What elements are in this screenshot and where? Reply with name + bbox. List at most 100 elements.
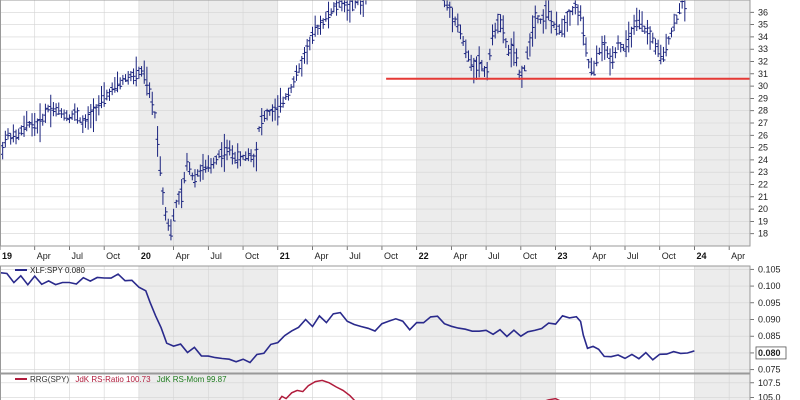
price-bar: [219, 142, 224, 168]
price-bar: [187, 161, 192, 175]
price-bar: [310, 26, 315, 44]
x-tick-label: Oct: [523, 251, 538, 261]
date-axis: 19 Apr Jul Oct 20 Apr Jul Oct 21 Apr Jul Oct 22 Apr Ju…: [0, 246, 745, 261]
price-bar: [653, 38, 658, 55]
price-bar: [259, 108, 264, 136]
price-bar: [613, 47, 618, 59]
price-bar: [88, 104, 93, 129]
x-tick-label: Apr: [731, 251, 745, 261]
y-tick-label: 24: [758, 155, 768, 165]
price-bar: [469, 54, 474, 71]
y-tick-label: 0.085: [758, 331, 781, 341]
price-bar: [32, 112, 37, 136]
price-bar: [664, 33, 669, 57]
price-bar: [445, 0, 450, 11]
price-bar: [152, 111, 157, 119]
price-bar: [463, 39, 468, 59]
price-bar: [605, 46, 610, 58]
y-tick-label: 25: [758, 143, 768, 153]
price-bar: [203, 159, 208, 173]
y-tick-label: 35: [758, 20, 768, 30]
x-tick-label: 23: [558, 251, 568, 261]
y-tick-label: 32: [758, 57, 768, 67]
price-bar: [581, 16, 586, 46]
price-y-axis: 18 19 20 21 22 23 24 25 26 27 28 29 30 31 32 33 34 35 36: [750, 7, 768, 239]
y-tick-label: 33: [758, 44, 768, 54]
price-bar: [294, 65, 299, 81]
price-bar: [565, 10, 570, 32]
price-bar: [27, 120, 32, 128]
price-bar: [265, 108, 270, 121]
price-bar: [257, 126, 262, 132]
price-bar: [48, 94, 53, 128]
price-bar: [102, 82, 107, 107]
x-tick-label: Oct: [245, 251, 260, 261]
price-bar: [490, 24, 495, 46]
rrg-legend-mom: JdK RS-Mom 99.87: [157, 375, 227, 384]
price-bar: [530, 15, 535, 47]
price-bar: [554, 11, 559, 36]
x-tick-label: Apr: [176, 251, 190, 261]
price-bar: [626, 21, 631, 53]
y-tick-label: 29: [758, 93, 768, 103]
price-bar: [144, 66, 149, 96]
price-bar: [262, 110, 267, 122]
x-tick-label: Oct: [384, 251, 399, 261]
y-tick-label: 34: [758, 32, 768, 42]
price-bar: [110, 82, 115, 96]
y-tick-label: 36: [758, 7, 768, 17]
price-bar: [62, 109, 67, 121]
price-bar: [458, 24, 463, 40]
price-panel: 18 19 20 21 22 23 24 25 26 27 28 29 30 31 32 33 34 35 36 1…: [0, 0, 768, 261]
price-bar: [8, 132, 13, 145]
price-bar: [549, 10, 554, 34]
price-bar: [291, 76, 296, 88]
price-bar: [126, 71, 131, 85]
rrg-y-axis: 107.5 105.0: [750, 378, 781, 400]
price-bar: [91, 98, 96, 133]
price-bar: [139, 66, 144, 77]
price-bar: [509, 38, 514, 68]
x-tick-label: Jul: [210, 251, 222, 261]
price-bar: [35, 118, 40, 134]
price-bar: [342, 0, 347, 13]
price-bar: [538, 18, 543, 24]
price-bar: [661, 46, 666, 62]
price-bar: [3, 130, 8, 148]
price-bar: [286, 87, 291, 101]
price-bar: [233, 151, 238, 164]
y-tick-label: 20: [758, 204, 768, 214]
price-bar: [514, 48, 519, 67]
x-tick-label: 21: [280, 251, 290, 261]
price-bar: [511, 31, 516, 66]
x-tick-label: 19: [2, 251, 12, 261]
price-bar: [192, 169, 197, 188]
price-bar: [323, 11, 328, 22]
price-bar: [541, 9, 546, 34]
x-tick-label: Apr: [37, 251, 51, 261]
price-bar: [155, 126, 160, 157]
price-bar: [640, 11, 645, 32]
price-bar: [442, 0, 445, 8]
price-bar: [477, 46, 482, 78]
price-bar: [195, 169, 200, 177]
price-bar: [573, 0, 578, 15]
x-tick-label: Oct: [106, 251, 121, 261]
price-bar: [522, 65, 527, 72]
price-bar: [24, 111, 29, 132]
price-bar: [637, 9, 642, 30]
price-bar: [217, 150, 222, 159]
price-bar: [645, 19, 650, 45]
price-bar: [281, 96, 286, 108]
price-bar: [19, 125, 24, 136]
x-tick-label: Oct: [662, 251, 677, 261]
x-tick-label: Jul: [488, 251, 500, 261]
price-bar: [329, 8, 334, 17]
price-bar: [225, 139, 230, 161]
price-bar: [546, 0, 551, 21]
price-bar: [677, 3, 682, 15]
price-bar: [307, 35, 312, 51]
y-tick-label: 19: [758, 216, 768, 226]
